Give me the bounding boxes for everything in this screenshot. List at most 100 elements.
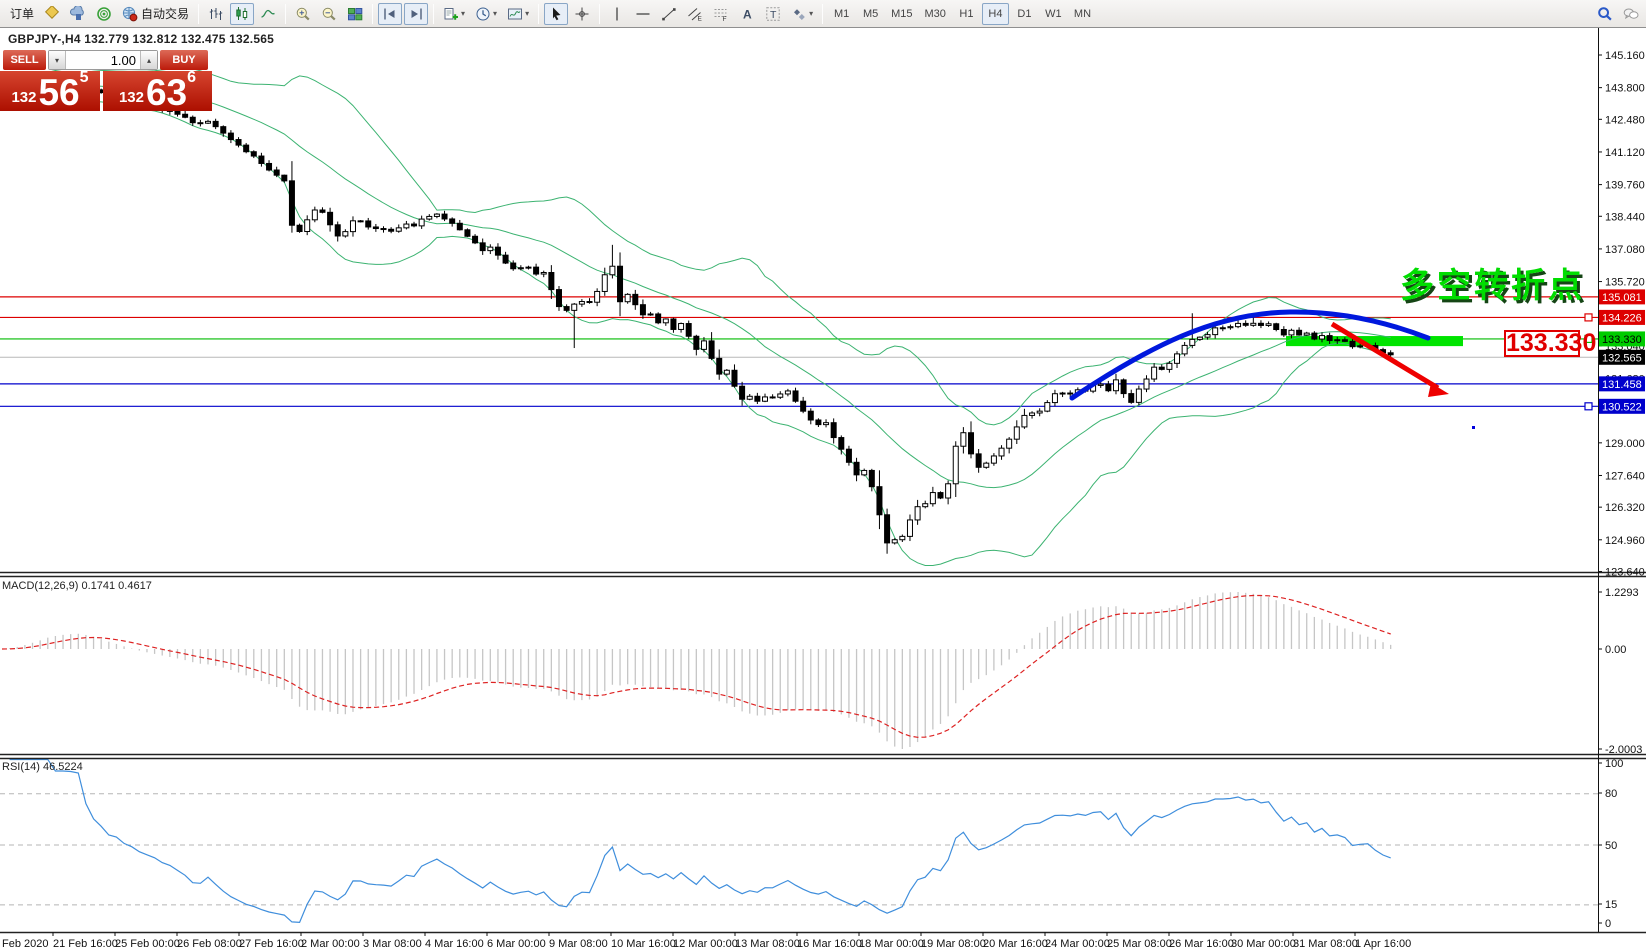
- hline-handle[interactable]: [1584, 313, 1593, 322]
- bar-chart-button[interactable]: [204, 3, 228, 25]
- equidistant-channel-button[interactable]: E: [683, 3, 707, 25]
- chevron-down-icon[interactable]: ▾: [461, 9, 466, 18]
- publish-icon[interactable]: [66, 3, 90, 25]
- turning-point-annotation[interactable]: 多空转折点: [1400, 267, 1585, 305]
- cursor-button[interactable]: [544, 2, 569, 25]
- time-label: 26 Mar 16:00: [1169, 938, 1234, 950]
- time-label: 27 Feb 16:00: [239, 938, 304, 950]
- svg-text:145.160: 145.160: [1605, 50, 1645, 62]
- hline-handle[interactable]: [1584, 402, 1593, 411]
- candlestick-chart-button[interactable]: [230, 2, 255, 25]
- toolbar-group-3: [377, 0, 429, 28]
- auto-trading-button[interactable]: 自动交易: [118, 3, 193, 25]
- toolbar-group-4: ▾ ▾ ▾: [438, 0, 534, 28]
- hline-handle[interactable]: [1584, 334, 1593, 344]
- time-label: 13 Mar 08:00: [735, 938, 800, 950]
- tf-h1-button[interactable]: H1: [953, 3, 980, 25]
- volume-decrease-button[interactable]: ▾: [49, 51, 66, 69]
- zoom-in-button[interactable]: [291, 3, 315, 25]
- one-click-trading-panel: SELL ▾ ▴ BUY 132 56 5 132 63 6: [0, 50, 214, 111]
- sell-price-point: 5: [79, 69, 89, 86]
- new-note-icon[interactable]: [40, 3, 64, 25]
- time-label: Feb 2020: [2, 938, 48, 950]
- sell-price-whole: 132: [11, 89, 37, 106]
- arrows-button[interactable]: ▾: [787, 3, 817, 25]
- auto-scroll-button[interactable]: [404, 2, 429, 25]
- tf-h1-button-label: H1: [959, 7, 974, 20]
- crosshair-icon: [574, 6, 590, 22]
- tf-m1-button[interactable]: M1: [828, 3, 855, 25]
- price-axis[interactable]: 145.160 143.800 142.480 141.120 139.760 138.4…: [1598, 50, 1645, 930]
- signals-icon[interactable]: [92, 3, 116, 25]
- svg-text:50: 50: [1605, 840, 1617, 852]
- price-tag-133330[interactable]: 133.330: [1504, 329, 1597, 357]
- price-badge-134.226: [1599, 309, 1645, 325]
- chat-button[interactable]: [1619, 3, 1643, 25]
- tile-windows-button[interactable]: [343, 3, 367, 25]
- vertical-line-button[interactable]: [605, 3, 629, 25]
- tf-h4-button-label: H4: [988, 7, 1003, 20]
- tf-d1-button[interactable]: D1: [1011, 3, 1038, 25]
- red-arrow-head: [1428, 383, 1449, 397]
- tf-m30-button[interactable]: M30: [920, 3, 951, 25]
- trend-icon: [661, 6, 677, 22]
- chart-shift-button[interactable]: [378, 2, 403, 25]
- tf-h4-button[interactable]: H4: [981, 2, 1009, 25]
- toolbar-group-5: [543, 0, 595, 28]
- tf-mn-button[interactable]: MN: [1069, 3, 1096, 25]
- svg-text:143.800: 143.800: [1605, 83, 1645, 95]
- chevron-down-icon[interactable]: ▾: [809, 9, 814, 18]
- chevron-down-icon[interactable]: ▾: [525, 9, 530, 18]
- search-button[interactable]: [1593, 3, 1617, 25]
- line-chart-button[interactable]: [256, 3, 280, 25]
- rsi-line: [9, 759, 1391, 924]
- buy-button[interactable]: BUY: [160, 50, 208, 70]
- svg-text:A: A: [743, 7, 752, 21]
- price-badge-135.081: [1599, 289, 1645, 305]
- crosshair-button[interactable]: [570, 3, 594, 25]
- chart-canvas[interactable]: 145.160 143.800 142.480 141.120 139.760 138.4…: [0, 28, 1646, 950]
- time-label: 3 Mar 08:00: [363, 938, 422, 950]
- time-label: 20 Mar 16:00: [983, 938, 1048, 950]
- bollinger-middle-band: [1, 84, 1391, 489]
- green-zone-rectangle[interactable]: [1286, 336, 1463, 347]
- svg-text:1.2293: 1.2293: [1605, 587, 1639, 599]
- tf-w1-button-label: W1: [1045, 7, 1062, 20]
- tf-m1-button-label: M1: [833, 7, 850, 20]
- toolbar-separator: [372, 3, 374, 24]
- buy-price-panel: 132 63 6: [103, 69, 212, 111]
- new-order-button[interactable]: ▾: [439, 3, 469, 25]
- toolbar-group-2: [290, 0, 368, 28]
- toolbar: 订单 自动交易 ▾ ▾ ▾ E F A T ▾ M1 M5 M15 M30 H1 H4 D1 W1 MN: [0, 0, 1646, 28]
- timeframes-menu-button[interactable]: ▾: [471, 3, 501, 25]
- svg-text:0.00: 0.00: [1605, 644, 1626, 656]
- price-badge-133.330: [1599, 331, 1645, 347]
- trendline-button[interactable]: [657, 3, 681, 25]
- horizontal-line-button[interactable]: [631, 3, 655, 25]
- text-button[interactable]: A: [735, 3, 759, 25]
- toolbar-separator: [198, 3, 200, 24]
- time-label: 4 Mar 16:00: [425, 938, 484, 950]
- zoom-out-button[interactable]: [317, 3, 341, 25]
- chevron-down-icon[interactable]: ▾: [493, 9, 498, 18]
- tf-w1-button[interactable]: W1: [1040, 3, 1067, 25]
- indicators-button[interactable]: ▾: [503, 3, 533, 25]
- tf-mn-button-label: MN: [1073, 7, 1092, 20]
- toolbar-separator: [822, 3, 824, 24]
- tf-m5-button[interactable]: M5: [857, 3, 884, 25]
- time-label: 26 Feb 08:00: [177, 938, 242, 950]
- text-label-button[interactable]: T: [761, 3, 785, 25]
- svg-text:-2.0003: -2.0003: [1605, 744, 1642, 756]
- neworder-icon: [443, 6, 459, 22]
- orders-button[interactable]: 订单: [3, 3, 38, 25]
- chart-window: 145.160 143.800 142.480 141.120 139.760 138.4…: [0, 28, 1646, 950]
- blue-arc-annotation[interactable]: [1069, 309, 1431, 401]
- time-label: 2 Mar 00:00: [301, 938, 360, 950]
- volume-increase-button[interactable]: ▴: [140, 51, 157, 69]
- fibonacci-button[interactable]: F: [709, 3, 733, 25]
- tf-m15-button[interactable]: M15: [886, 3, 917, 25]
- sell-button[interactable]: SELL: [3, 50, 46, 70]
- red-arrow-line[interactable]: [1330, 321, 1440, 391]
- volume-input[interactable]: [66, 51, 140, 69]
